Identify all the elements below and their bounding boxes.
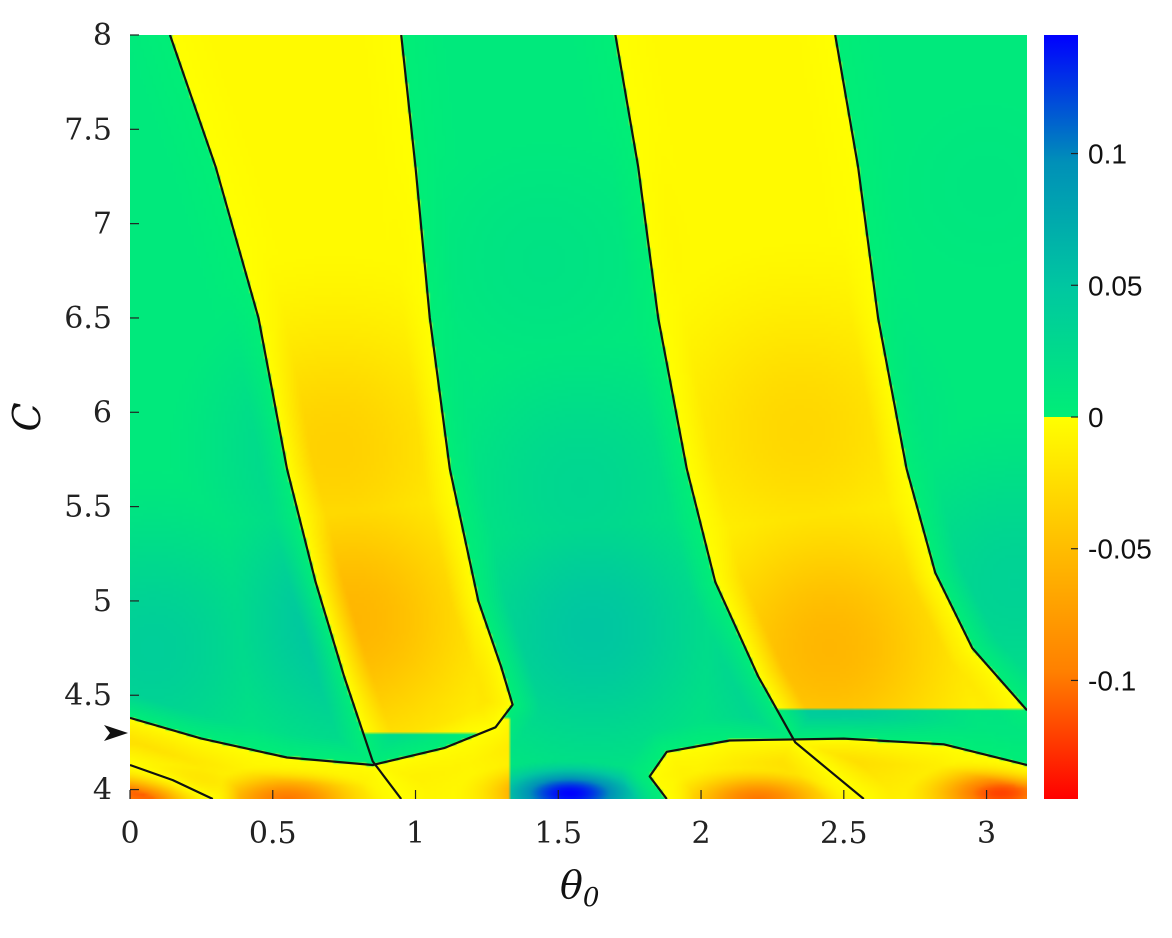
colorbar-tick-label: 0 bbox=[1088, 402, 1104, 433]
y-tick-label: 5 bbox=[93, 584, 112, 619]
y-tick-label: 5.5 bbox=[64, 490, 112, 525]
y-axis-ticks: 4 4.5 5 5.5 6 6.5 7 7.5 8 bbox=[64, 18, 139, 808]
x-tick-label: 3 bbox=[977, 816, 996, 851]
y-tick-label: 4 bbox=[93, 773, 112, 808]
colorbar-ticks: 0.1 0.05 0 -0.05 -0.1 bbox=[1071, 139, 1152, 696]
x-tick-label: 2 bbox=[691, 816, 710, 851]
colorbar-tick-label: -0.1 bbox=[1088, 665, 1136, 696]
x-axis-label: θ0 bbox=[560, 863, 599, 913]
colorbar-tick-label: -0.05 bbox=[1088, 534, 1152, 565]
y-axis-label: C bbox=[5, 402, 49, 431]
y-tick-label: 7 bbox=[93, 207, 112, 242]
x-axis-ticks: 0 0.5 1 1.5 2 2.5 3 bbox=[120, 790, 996, 851]
zero-contour-line bbox=[648, 737, 1027, 799]
colorbar-tick-label: 0.05 bbox=[1088, 270, 1143, 301]
zero-contour-line bbox=[130, 35, 514, 767]
y-tick-label: 7.5 bbox=[64, 112, 112, 147]
heatmap-area bbox=[130, 35, 1027, 799]
zero-contour-line bbox=[168, 35, 403, 799]
heatmap-image bbox=[130, 35, 1027, 799]
y-tick-label: 8 bbox=[93, 18, 112, 53]
x-tick-label: 2.5 bbox=[820, 816, 868, 851]
y-tick-label: 6.5 bbox=[64, 301, 112, 336]
zero-contour-line bbox=[130, 763, 214, 799]
colorbar-tick-label: 0.1 bbox=[1088, 139, 1127, 170]
x-tick-label: 1 bbox=[406, 816, 425, 851]
y-tick-label: 4.5 bbox=[64, 678, 112, 713]
zero-contours bbox=[130, 35, 1027, 799]
x-tick-label: 1.5 bbox=[534, 816, 582, 851]
x-tick-label: 0 bbox=[120, 816, 139, 851]
y-tick-label: 6 bbox=[93, 395, 112, 430]
zero-contour-line bbox=[614, 35, 865, 799]
x-tick-label: 0.5 bbox=[249, 816, 297, 851]
zero-contour-line bbox=[834, 35, 1027, 712]
c-value-marker-arrow bbox=[104, 724, 128, 741]
